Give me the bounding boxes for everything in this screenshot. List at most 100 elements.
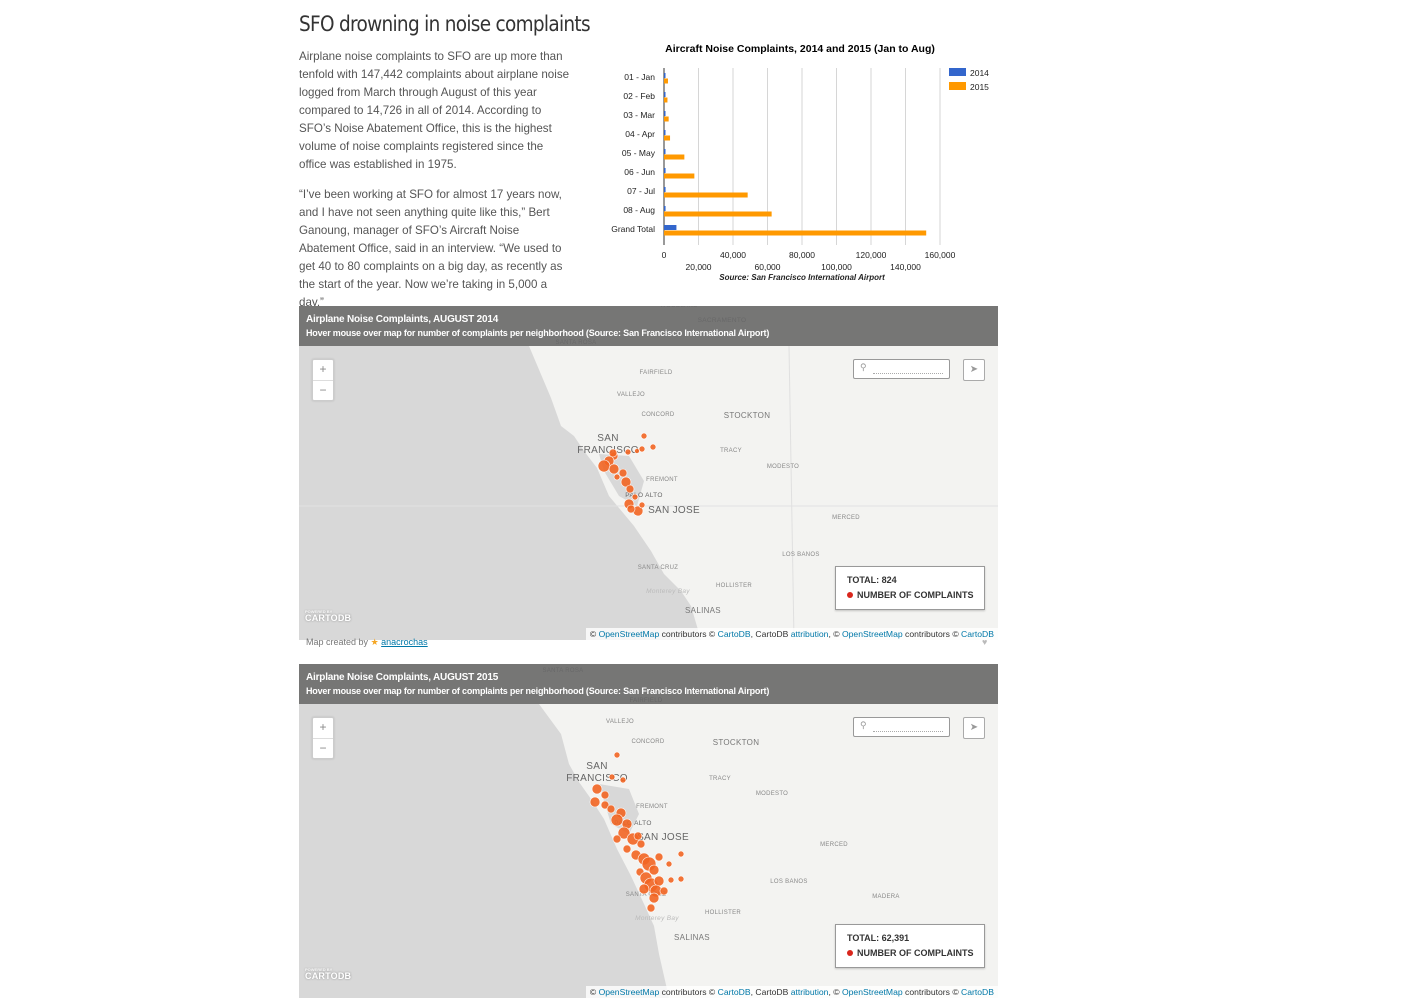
complaint-marker[interactable] xyxy=(638,445,646,453)
complaint-marker[interactable] xyxy=(608,463,620,475)
bar-2015[interactable] xyxy=(664,192,748,198)
complaint-marker[interactable] xyxy=(613,751,621,759)
complaint-marker[interactable] xyxy=(648,892,660,904)
complaint-marker[interactable] xyxy=(667,876,675,884)
zoom-out-button[interactable]: − xyxy=(313,380,333,401)
bar-2014[interactable] xyxy=(664,92,666,97)
share-button-2[interactable]: ➤ xyxy=(963,717,985,739)
complaint-marker[interactable] xyxy=(608,448,618,458)
place-label: PALO ALTO xyxy=(614,820,651,827)
complaint-marker[interactable] xyxy=(648,864,660,876)
complaint-marker[interactable] xyxy=(606,804,616,814)
heart-icon[interactable]: ♥ xyxy=(982,637,988,647)
zoom-in-button[interactable]: + xyxy=(319,362,327,376)
author-link[interactable]: anacrochas xyxy=(381,637,428,647)
bar-2015[interactable] xyxy=(664,230,927,236)
attribution-link-2[interactable]: attribution xyxy=(790,987,829,997)
complaint-marker[interactable] xyxy=(608,773,616,781)
cartodb-link-4[interactable]: CartoDB xyxy=(961,987,994,997)
complaint-marker[interactable] xyxy=(613,473,621,481)
osm-link-2[interactable]: OpenStreetMap xyxy=(841,629,903,639)
bar-2014[interactable] xyxy=(664,187,666,192)
complaint-marker[interactable] xyxy=(625,484,635,494)
zoom-out-button-2[interactable]: − xyxy=(313,738,333,759)
legend-dot xyxy=(847,592,853,598)
complaint-marker[interactable] xyxy=(617,826,631,840)
complaint-marker[interactable] xyxy=(654,852,664,862)
complaint-marker[interactable] xyxy=(624,448,632,456)
zoom-in-button-2[interactable]: + xyxy=(319,720,327,734)
complaint-marker[interactable] xyxy=(597,459,611,473)
bar-2015[interactable] xyxy=(664,154,685,160)
map-title-2: Airplane Noise Complaints, AUGUST 2015 xyxy=(306,672,499,683)
cartodb-logo[interactable]: POWERED BY CARTODB xyxy=(305,609,351,623)
cartodb-logo-2[interactable]: POWERED BY CARTODB xyxy=(305,967,351,981)
map-search-input-2[interactable]: ⚲ xyxy=(853,717,950,737)
bar-2015[interactable] xyxy=(664,173,695,179)
cartodb-link[interactable]: CartoDB xyxy=(717,629,751,639)
complaint-marker[interactable] xyxy=(619,776,627,784)
map-august-2015[interactable]: SANTA ROSAFAIRFIELDVALLEJOCONCORDSTOCKTO… xyxy=(299,664,998,998)
legend-swatch-2015 xyxy=(949,82,966,90)
legend-swatch-2014 xyxy=(949,68,966,76)
chart-source: Source: San Francisco International Airp… xyxy=(719,273,885,282)
complaint-marker[interactable] xyxy=(659,886,669,896)
map-august-2014[interactable]: WOODLANDSACRAMENTOSANTA ROSAFAIRFIELDVAL… xyxy=(299,306,998,640)
share-button[interactable]: ➤ xyxy=(963,359,985,381)
complaint-marker[interactable] xyxy=(634,448,640,454)
osm-link-3[interactable]: OpenStreetMap xyxy=(598,987,660,997)
attribution-link[interactable]: attribution xyxy=(790,629,829,639)
bar-2014[interactable] xyxy=(664,111,666,116)
complaint-marker[interactable] xyxy=(620,476,632,488)
complaint-marker[interactable] xyxy=(677,850,685,858)
bar-2014[interactable] xyxy=(664,73,666,78)
place-label: Monterey Bay xyxy=(635,915,679,922)
bar-2014[interactable] xyxy=(664,225,677,230)
complaint-marker[interactable] xyxy=(646,903,656,913)
bar-2014[interactable] xyxy=(664,206,666,211)
complaint-marker[interactable] xyxy=(649,443,657,451)
credit-prefix: Map created by xyxy=(306,637,369,647)
chart-title: Aircraft Noise Complaints, 2014 and 2015… xyxy=(665,43,935,55)
complaint-marker[interactable] xyxy=(589,796,601,808)
attrib-text-3: contributors © xyxy=(661,987,716,997)
complaint-marker[interactable] xyxy=(600,790,610,800)
cartodb-link-2[interactable]: CartoDB xyxy=(961,629,994,639)
cartodb-link-3[interactable]: CartoDB xyxy=(717,987,751,997)
complaint-marker[interactable] xyxy=(638,501,646,509)
complaint-marker[interactable] xyxy=(677,875,685,883)
bar-2015[interactable] xyxy=(664,211,772,217)
complaint-marker[interactable] xyxy=(636,839,646,849)
x-tick-label: 80,000 xyxy=(789,250,815,260)
bar-2014[interactable] xyxy=(664,168,666,173)
bar-2015[interactable] xyxy=(664,135,671,141)
bar-2014[interactable] xyxy=(664,130,666,135)
complaint-marker[interactable] xyxy=(610,813,624,827)
map-search-input[interactable]: ⚲ xyxy=(853,359,950,379)
complaint-marker[interactable] xyxy=(626,504,636,514)
osm-link-4[interactable]: OpenStreetMap xyxy=(841,987,903,997)
complaint-marker[interactable] xyxy=(633,831,643,841)
complaint-marker[interactable] xyxy=(631,493,639,501)
bar-2015[interactable] xyxy=(664,78,668,84)
complaint-marker[interactable] xyxy=(622,844,632,854)
osm-link[interactable]: OpenStreetMap xyxy=(598,629,660,639)
bar-2015[interactable] xyxy=(664,97,668,103)
complaint-marker[interactable] xyxy=(600,800,610,810)
complaint-marker[interactable] xyxy=(618,468,628,478)
place-label: FRANCISCO xyxy=(577,445,639,456)
x-tick-label: 40,000 xyxy=(720,250,746,260)
share-icon: ➤ xyxy=(969,364,979,375)
complaint-marker[interactable] xyxy=(591,783,603,795)
bar-2014[interactable] xyxy=(664,149,666,154)
complaint-marker[interactable] xyxy=(612,834,622,844)
complaint-marker[interactable] xyxy=(638,883,650,895)
legend-total-2: TOTAL: 62,391 xyxy=(847,933,910,943)
logo-powered-by: POWERED BY xyxy=(305,609,333,614)
complaint-marker[interactable] xyxy=(653,875,665,887)
place-label: HOLLISTER xyxy=(716,583,752,589)
zoom-control: + − xyxy=(312,359,334,401)
complaint-marker[interactable] xyxy=(640,432,648,440)
bar-2015[interactable] xyxy=(664,116,669,122)
complaint-marker[interactable] xyxy=(665,860,673,868)
